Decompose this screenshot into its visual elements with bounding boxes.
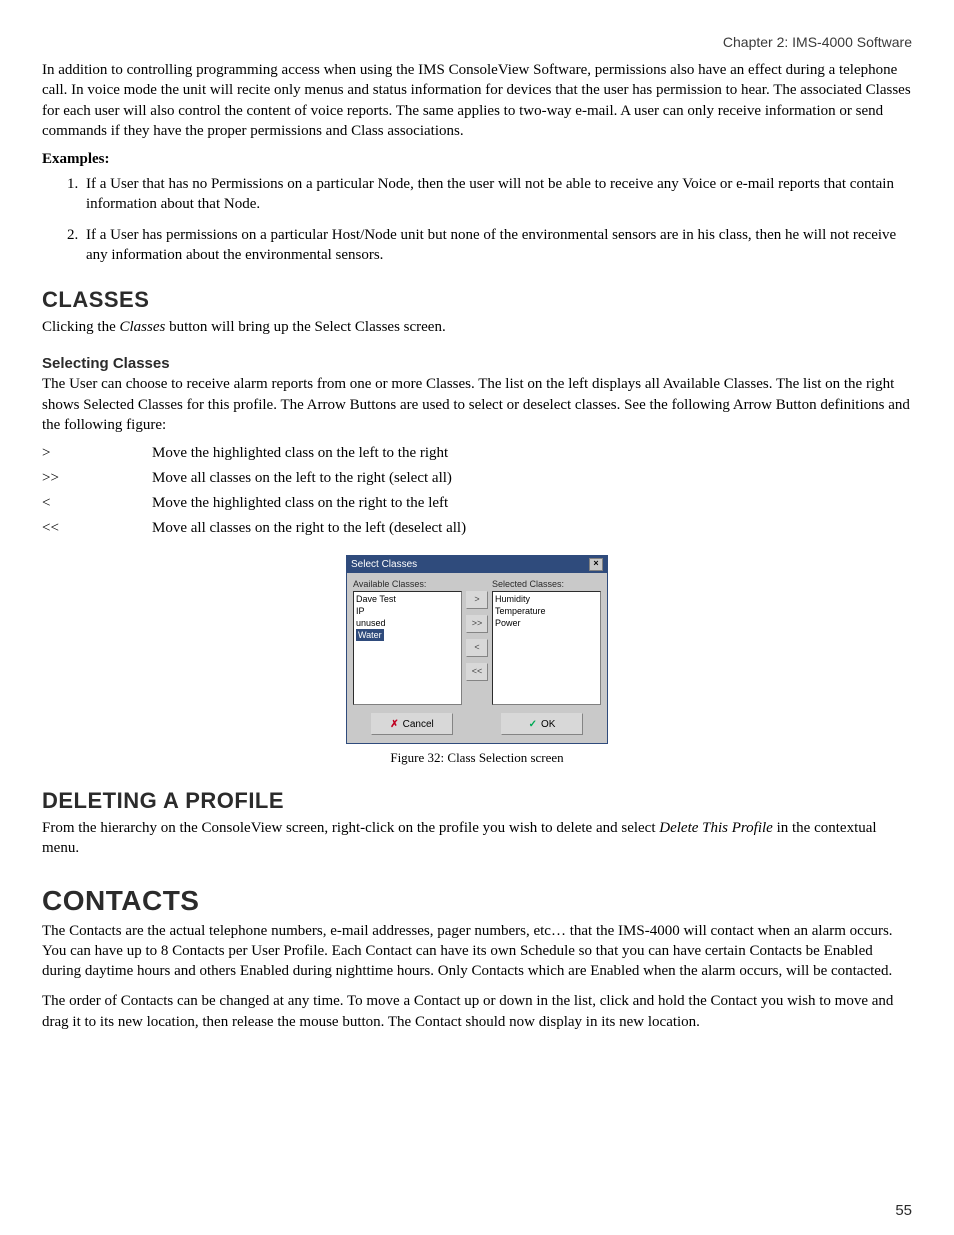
figure-wrap: Select Classes × Available Classes: Dave… bbox=[42, 555, 912, 744]
arrow-desc: Move the highlighted class on the left t… bbox=[152, 445, 448, 462]
arrow-desc: Move the highlighted class on the right … bbox=[152, 495, 448, 512]
dialog-title: Select Classes bbox=[351, 559, 417, 570]
arrow-desc: Move all classes on the left to the righ… bbox=[152, 470, 452, 487]
examples-label: Examples: bbox=[42, 151, 912, 168]
page-number: 55 bbox=[895, 1202, 912, 1219]
examples-label-text: Examples bbox=[42, 151, 105, 167]
selecting-classes-paragraph: The User can choose to receive alarm rep… bbox=[42, 374, 912, 435]
available-list[interactable]: Dave Test IP unused Water bbox=[353, 591, 462, 705]
move-left-button[interactable]: < bbox=[466, 639, 488, 657]
intro-paragraph: In addition to controlling programming a… bbox=[42, 60, 912, 141]
deleting-profile-heading: DELETING A PROFILE bbox=[42, 788, 912, 814]
list-item[interactable]: Dave Test bbox=[356, 593, 459, 605]
list-item[interactable]: Water bbox=[356, 629, 459, 641]
list-item[interactable]: Temperature bbox=[495, 605, 598, 617]
chapter-header: Chapter 2: IMS-4000 Software bbox=[42, 34, 912, 50]
selected-label: Selected Classes: bbox=[492, 579, 601, 589]
arrow-symbol: > bbox=[42, 445, 152, 462]
arrow-definitions: > Move the highlighted class on the left… bbox=[42, 445, 912, 537]
check-icon: ✓ bbox=[529, 719, 537, 730]
cancel-label: Cancel bbox=[403, 719, 434, 730]
close-icon[interactable]: × bbox=[589, 558, 603, 571]
contacts-paragraph-1: The Contacts are the actual telephone nu… bbox=[42, 921, 912, 982]
arrow-def-row: < Move the highlighted class on the righ… bbox=[42, 495, 912, 512]
arrow-buttons-column: > >> < << bbox=[466, 579, 488, 705]
examples-list: If a User that has no Permissions on a p… bbox=[42, 174, 912, 265]
list-item[interactable]: Power bbox=[495, 617, 598, 629]
arrow-symbol: < bbox=[42, 495, 152, 512]
deleting-profile-paragraph: From the hierarchy on the ConsoleView sc… bbox=[42, 818, 912, 859]
dialog-titlebar: Select Classes × bbox=[347, 556, 607, 573]
list-item[interactable]: IP bbox=[356, 605, 459, 617]
selecting-classes-heading: Selecting Classes bbox=[42, 355, 912, 372]
figure-caption: Figure 32: Class Selection screen bbox=[42, 750, 912, 766]
dialog-footer: ✗ Cancel ✓ OK bbox=[347, 709, 607, 743]
contacts-heading: CONTACTS bbox=[42, 885, 912, 917]
classes-p1a: Clicking the bbox=[42, 319, 120, 335]
arrow-symbol: >> bbox=[42, 470, 152, 487]
available-column: Available Classes: Dave Test IP unused W… bbox=[353, 579, 462, 705]
example-item: If a User has permissions on a particula… bbox=[82, 225, 912, 266]
x-icon: ✗ bbox=[390, 719, 398, 730]
selected-column: Selected Classes: Humidity Temperature P… bbox=[492, 579, 601, 705]
list-item[interactable]: Humidity bbox=[495, 593, 598, 605]
examples-colon: : bbox=[105, 151, 110, 167]
classes-p1c: button will bring up the Select Classes … bbox=[165, 319, 445, 335]
arrow-desc: Move all classes on the right to the lef… bbox=[152, 520, 466, 537]
move-all-right-button[interactable]: >> bbox=[466, 615, 488, 633]
deleting-p-a: From the hierarchy on the ConsoleView sc… bbox=[42, 820, 659, 836]
arrow-def-row: << Move all classes on the right to the … bbox=[42, 520, 912, 537]
move-right-button[interactable]: > bbox=[466, 591, 488, 609]
arrow-def-row: >> Move all classes on the left to the r… bbox=[42, 470, 912, 487]
list-item[interactable]: unused bbox=[356, 617, 459, 629]
list-item-selected[interactable]: Water bbox=[356, 629, 384, 641]
available-label: Available Classes: bbox=[353, 579, 462, 589]
cancel-button[interactable]: ✗ Cancel bbox=[371, 713, 453, 735]
arrow-symbol: << bbox=[42, 520, 152, 537]
select-classes-dialog: Select Classes × Available Classes: Dave… bbox=[346, 555, 608, 744]
delete-this-profile-ref: Delete This Profile bbox=[659, 820, 773, 836]
move-all-left-button[interactable]: << bbox=[466, 663, 488, 681]
classes-button-ref: Classes bbox=[120, 319, 166, 335]
classes-paragraph: Clicking the Classes button will bring u… bbox=[42, 317, 912, 337]
ok-button[interactable]: ✓ OK bbox=[501, 713, 583, 735]
dialog-body: Available Classes: Dave Test IP unused W… bbox=[347, 573, 607, 709]
selected-list[interactable]: Humidity Temperature Power bbox=[492, 591, 601, 705]
ok-label: OK bbox=[541, 719, 555, 730]
arrow-def-row: > Move the highlighted class on the left… bbox=[42, 445, 912, 462]
contacts-paragraph-2: The order of Contacts can be changed at … bbox=[42, 991, 912, 1032]
example-item: If a User that has no Permissions on a p… bbox=[82, 174, 912, 215]
classes-heading: CLASSES bbox=[42, 287, 912, 313]
